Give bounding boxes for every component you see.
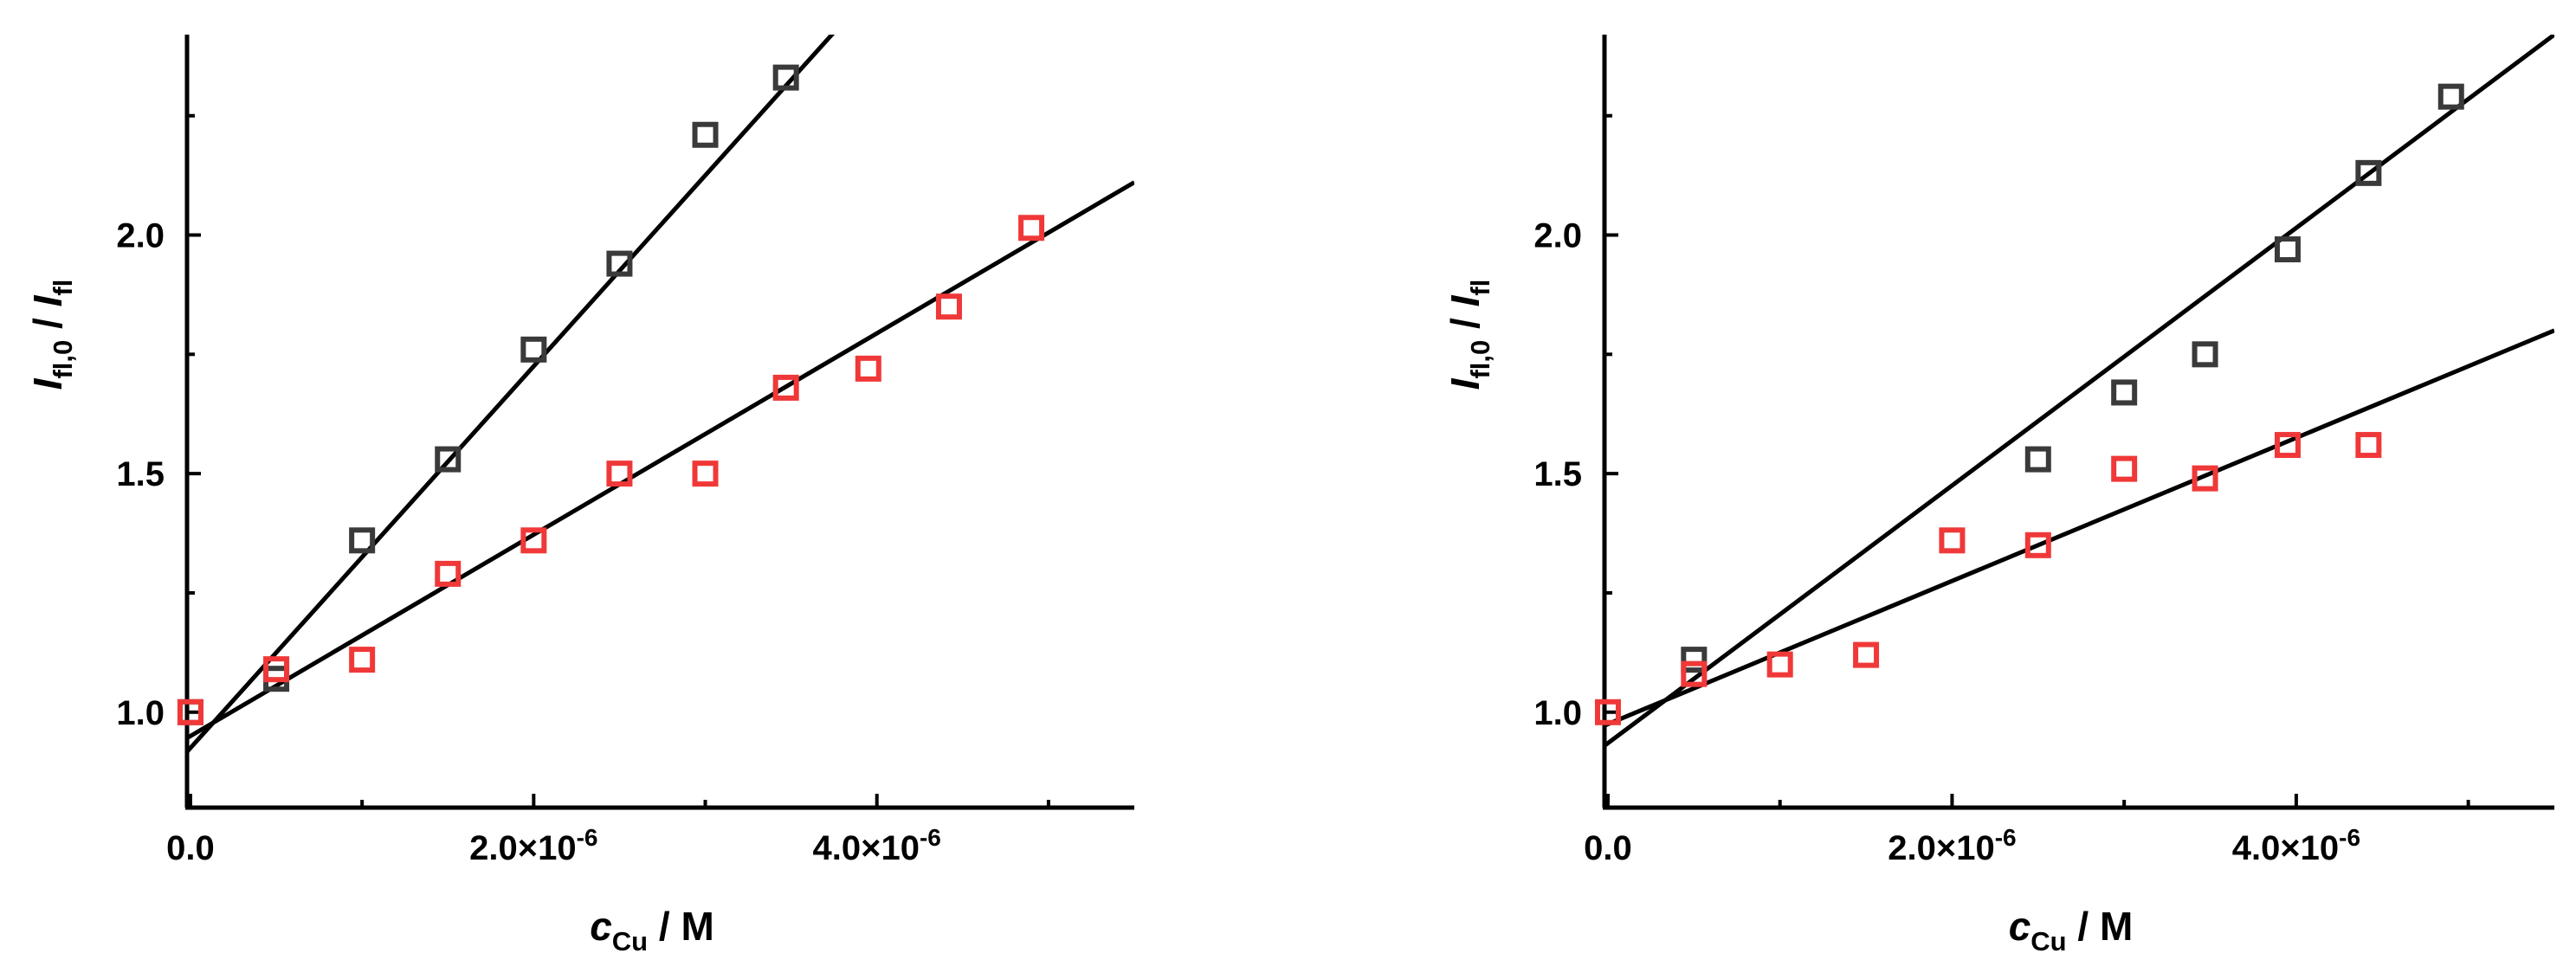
data-point [2274,236,2301,263]
data-point [1681,647,1708,673]
data-point [2111,455,2138,482]
y-tick-label: 1.0 [116,694,165,732]
fit-line [1604,35,2554,748]
data-point [2274,432,2301,459]
x-tick-label: 4.0×10-6 [2232,824,2360,867]
data-point [2024,531,2051,558]
data-point [2024,446,2051,473]
data-point [2355,159,2382,186]
y-tick-label: 1.5 [116,455,165,493]
y-tick-label: 2.0 [116,217,165,255]
fit-lines [187,35,1134,754]
data-point [1681,660,1708,687]
data-point [692,121,719,148]
data-point [1594,699,1621,725]
fit-line [187,180,1134,740]
fit-lines [1604,35,2554,748]
data-point [935,293,962,320]
data-point [435,560,462,587]
data-point [2192,341,2218,368]
data-point [349,647,376,673]
chart-panel-left: 1.0 1.5 2.0 0.0 2.0×10-6 4.0×10-6 cCu / M Ifl,0… [25,35,1134,956]
data-point [1939,527,1966,554]
series-1-points [177,215,1045,725]
y-tick-label: 2.0 [1533,217,1582,255]
data-point [177,699,203,725]
data-point [606,250,633,277]
data-point [520,336,547,363]
data-point [435,446,462,473]
x-axis-title: cCu / M [590,904,714,956]
data-point [772,374,799,401]
x-axis-title: cCu / M [2009,904,2134,956]
y-tick-label: 1.0 [1533,694,1582,732]
y-tick-label: 1.5 [1533,455,1582,493]
x-tick-label: 0.0 [1584,829,1632,867]
x-tick-label: 0.0 [166,829,215,867]
data-point [520,527,547,554]
fit-line [1604,328,2554,728]
data-point [349,527,376,554]
fit-line [187,35,836,754]
data-point [263,656,290,683]
x-tick-label: 2.0×10-6 [469,824,597,867]
data-point [2437,83,2464,110]
data-point [1018,215,1045,242]
data-point [2111,379,2138,406]
data-point [2355,432,2382,459]
data-point [2192,465,2218,492]
y-axis-title: Ifl,0 / Ifl [25,280,78,390]
data-point [692,461,719,487]
x-tick-label: 4.0×10-6 [813,824,941,867]
data-point [772,64,799,91]
data-point [1766,651,1793,678]
x-tick-label: 2.0×10-6 [1888,824,2016,867]
y-axis-title: Ifl,0 / Ifl [1443,280,1495,390]
chart-panel-right: 1.0 1.5 2.0 0.0 2.0×10-6 4.0×10-6 cCu / M Ifl,0… [1443,35,2554,956]
series-0-points [177,64,799,725]
data-point [855,355,881,382]
series-0-points [1681,83,2464,673]
data-point [606,461,633,487]
data-point [1853,641,1880,668]
series-1-points [1594,432,2382,725]
